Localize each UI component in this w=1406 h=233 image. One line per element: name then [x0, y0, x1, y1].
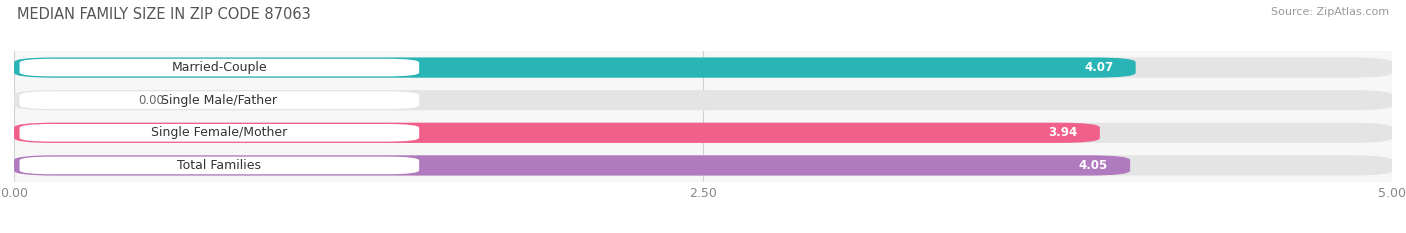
Text: Total Families: Total Families: [177, 159, 262, 172]
Text: 0.00: 0.00: [138, 94, 165, 107]
FancyBboxPatch shape: [20, 59, 419, 76]
FancyBboxPatch shape: [14, 155, 1392, 175]
FancyBboxPatch shape: [20, 91, 419, 109]
Text: Single Female/Mother: Single Female/Mother: [152, 126, 287, 139]
FancyBboxPatch shape: [20, 157, 419, 174]
FancyBboxPatch shape: [14, 90, 1392, 110]
Text: 4.07: 4.07: [1084, 61, 1114, 74]
Text: 4.05: 4.05: [1078, 159, 1108, 172]
FancyBboxPatch shape: [14, 58, 1136, 78]
FancyBboxPatch shape: [14, 58, 1392, 78]
FancyBboxPatch shape: [14, 123, 1392, 143]
FancyBboxPatch shape: [14, 123, 1099, 143]
FancyBboxPatch shape: [14, 155, 1130, 175]
Text: Source: ZipAtlas.com: Source: ZipAtlas.com: [1271, 7, 1389, 17]
Text: MEDIAN FAMILY SIZE IN ZIP CODE 87063: MEDIAN FAMILY SIZE IN ZIP CODE 87063: [17, 7, 311, 22]
Text: Married-Couple: Married-Couple: [172, 61, 267, 74]
Text: 3.94: 3.94: [1049, 126, 1078, 139]
Text: Single Male/Father: Single Male/Father: [162, 94, 277, 107]
FancyBboxPatch shape: [20, 124, 419, 142]
